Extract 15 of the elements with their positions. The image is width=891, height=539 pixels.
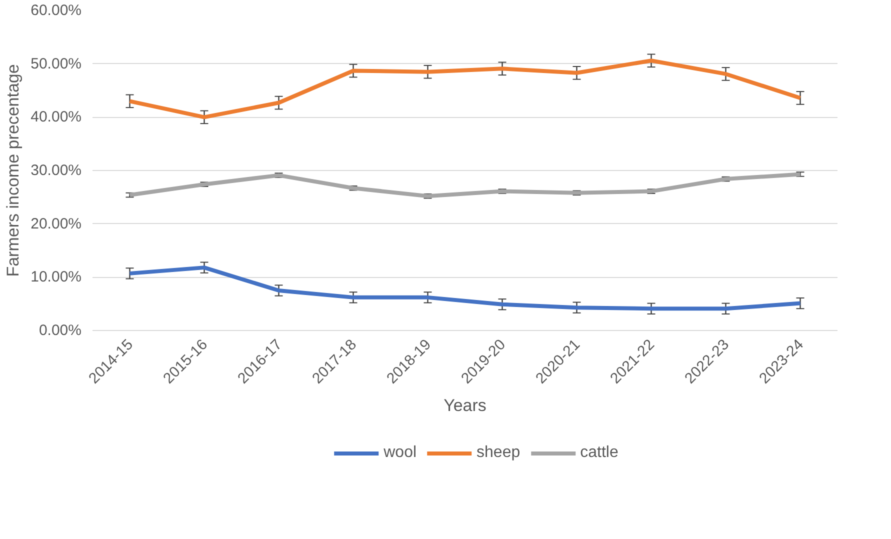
y-tick-label: 60.00%: [30, 2, 82, 19]
y-tick-label: 0.00%: [38, 322, 82, 339]
legend-label: wool: [384, 444, 417, 462]
y-axis-title: Farmers income precentage: [4, 64, 23, 277]
y-tick-label: 50.00%: [30, 55, 82, 72]
x-axis-title: Years: [444, 396, 486, 416]
line-series: [128, 266, 802, 311]
y-tick-label: 20.00%: [30, 215, 82, 232]
y-tick-label: 40.00%: [30, 108, 82, 126]
legend-label: cattle: [580, 444, 618, 462]
legend-label: sheep: [476, 444, 520, 462]
y-tick-label: 30.00%: [30, 162, 82, 179]
line-series: [128, 58, 802, 120]
line-series: [128, 172, 802, 198]
y-tick-label: 10.00%: [30, 268, 82, 286]
